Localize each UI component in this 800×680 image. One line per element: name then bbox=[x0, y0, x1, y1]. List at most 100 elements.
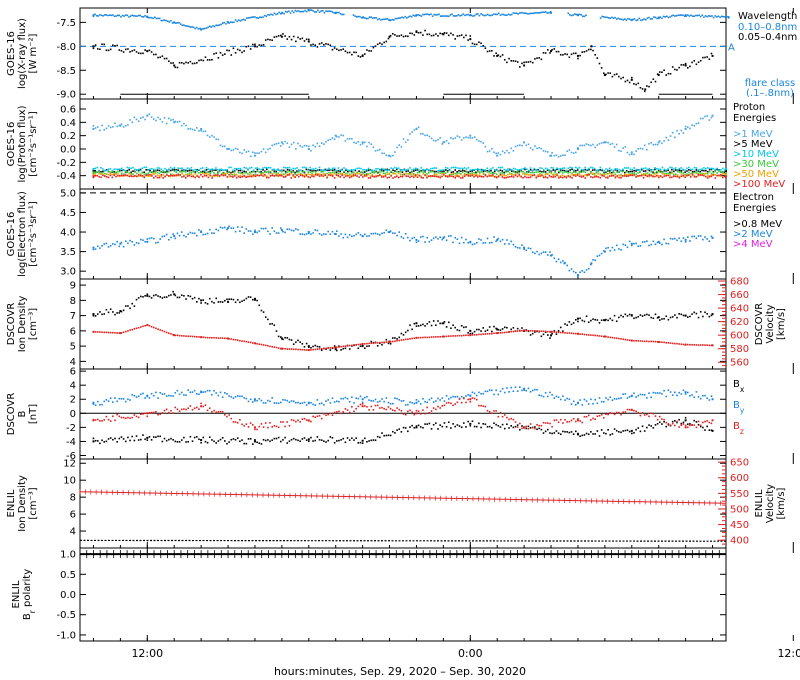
data-dot bbox=[157, 413, 159, 416]
data-dot bbox=[342, 13, 345, 16]
data-dot bbox=[450, 173, 453, 176]
data-dot bbox=[411, 171, 413, 173]
data-dot bbox=[331, 167, 334, 170]
data-dot bbox=[495, 410, 497, 412]
data-dot bbox=[626, 151, 629, 154]
data-dot bbox=[147, 175, 149, 177]
data-dot bbox=[301, 171, 304, 173]
data-dot bbox=[338, 345, 340, 347]
data-dot bbox=[275, 35, 278, 38]
data-dot bbox=[686, 170, 688, 172]
data-dot bbox=[650, 412, 652, 414]
data-dot bbox=[137, 120, 140, 123]
data-dot bbox=[243, 340, 245, 343]
data-dot bbox=[661, 341, 663, 344]
data-dot bbox=[622, 168, 624, 171]
data-dot bbox=[188, 174, 191, 177]
data-dot bbox=[441, 173, 443, 175]
data-dot bbox=[582, 170, 585, 173]
data-dot bbox=[340, 412, 342, 415]
data-dot bbox=[480, 333, 482, 336]
data-dot bbox=[100, 14, 103, 17]
data-dot bbox=[198, 393, 200, 396]
data-dot bbox=[422, 426, 424, 429]
data-dot bbox=[340, 233, 342, 235]
data-dot bbox=[215, 337, 217, 339]
data-dot bbox=[156, 171, 159, 174]
data-dot bbox=[342, 48, 345, 50]
data-dot bbox=[689, 240, 691, 242]
data-dot bbox=[382, 172, 385, 175]
data-dot bbox=[489, 14, 492, 17]
data-dot bbox=[676, 129, 678, 132]
legend-entry: >30 MeV bbox=[733, 159, 779, 170]
data-dot bbox=[239, 151, 241, 154]
data-dot bbox=[452, 172, 455, 175]
data-dot bbox=[565, 171, 568, 173]
ytick-label: 8 bbox=[70, 493, 76, 504]
data-dot bbox=[292, 167, 294, 170]
data-dot bbox=[143, 175, 146, 178]
data-dot bbox=[633, 431, 635, 434]
data-dot bbox=[418, 170, 421, 173]
data-dot bbox=[458, 174, 460, 177]
data-dot bbox=[369, 172, 372, 174]
data-dot bbox=[423, 13, 426, 16]
data-dot bbox=[185, 124, 187, 127]
data-dot bbox=[271, 426, 273, 428]
data-dot bbox=[211, 411, 213, 413]
data-dot bbox=[279, 169, 281, 172]
data-dot bbox=[617, 17, 620, 20]
data-dot bbox=[267, 173, 270, 175]
data-dot bbox=[96, 171, 99, 173]
data-dot bbox=[288, 424, 291, 427]
data-dot bbox=[693, 344, 696, 346]
data-dot bbox=[582, 168, 585, 171]
data-dot bbox=[554, 175, 556, 178]
data-dot bbox=[503, 427, 506, 430]
data-dot bbox=[112, 243, 114, 245]
data-dot bbox=[501, 150, 504, 153]
data-dot bbox=[561, 176, 564, 179]
data-dot bbox=[194, 176, 197, 179]
data-dot bbox=[424, 336, 426, 339]
data-dot bbox=[518, 170, 521, 173]
data-dot bbox=[549, 337, 551, 339]
data-dot bbox=[529, 147, 532, 149]
data-dot bbox=[456, 172, 458, 175]
data-dot bbox=[407, 430, 409, 433]
data-dot bbox=[229, 21, 232, 23]
data-dot bbox=[393, 19, 395, 21]
data-dot bbox=[473, 14, 476, 17]
data-dot bbox=[582, 174, 585, 177]
data-dot bbox=[678, 418, 680, 421]
data-dot bbox=[622, 147, 624, 149]
data-dot bbox=[497, 424, 500, 427]
data-dot bbox=[672, 173, 675, 176]
data-dot bbox=[539, 170, 541, 173]
data-dot bbox=[388, 176, 391, 179]
data-dot bbox=[295, 341, 297, 344]
data-dot bbox=[592, 433, 594, 435]
data-dot bbox=[286, 11, 289, 13]
data-dot bbox=[318, 414, 321, 417]
data-dot bbox=[535, 11, 537, 14]
data-dot bbox=[94, 404, 97, 406]
data-dot bbox=[158, 17, 161, 20]
data-dot bbox=[430, 34, 433, 37]
data-dot bbox=[488, 150, 491, 152]
data-dot bbox=[519, 330, 521, 332]
data-dot bbox=[450, 396, 452, 399]
data-dot bbox=[665, 172, 668, 175]
data-dot bbox=[691, 124, 693, 126]
data-dot bbox=[211, 168, 213, 170]
data-dot bbox=[467, 13, 469, 16]
data-dot bbox=[506, 239, 508, 241]
data-dot bbox=[366, 395, 368, 398]
data-dot bbox=[129, 239, 131, 242]
data-dot bbox=[183, 295, 185, 297]
data-dot bbox=[129, 439, 131, 442]
data-dot bbox=[255, 16, 258, 19]
data-dot bbox=[495, 173, 498, 175]
data-dot bbox=[202, 130, 205, 133]
